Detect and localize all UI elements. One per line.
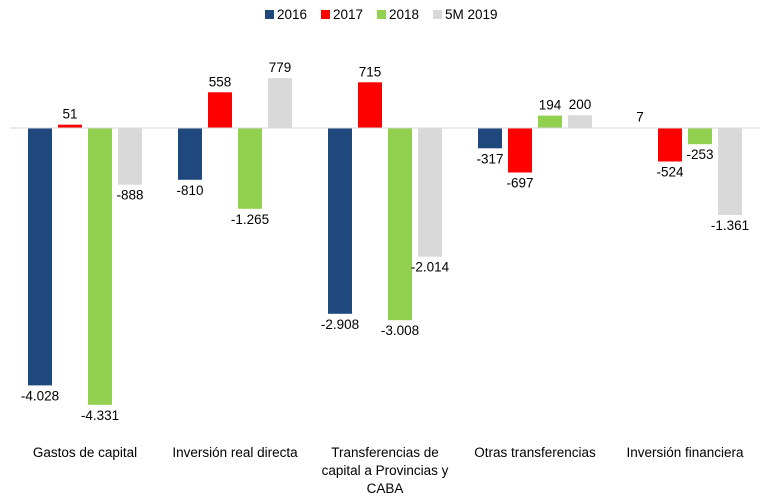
bar-2018-4 (688, 128, 712, 145)
data-label-5m-2019-0: -888 (116, 188, 143, 203)
legend-swatch-2017 (321, 10, 330, 19)
bar-2018-2 (388, 128, 412, 321)
bar-2017-0 (58, 124, 82, 128)
legend-label-5m-2019: 5M 2019 (445, 7, 498, 22)
category-label-0: Gastos de capital (33, 445, 137, 460)
bars (28, 78, 742, 405)
category-labels: Gastos de capital Inversión real directa T… (33, 445, 744, 496)
legend-swatch-2016 (265, 10, 274, 19)
bar-2016-2 (328, 128, 352, 314)
bar-5m-2019-2 (418, 128, 442, 257)
data-label-2018-4: -253 (686, 147, 713, 162)
bar-2017-3 (508, 128, 532, 173)
category-label-1: Inversión real directa (172, 445, 298, 460)
bar-2017-4 (658, 128, 682, 162)
bar-2017-2 (358, 82, 382, 128)
legend: 2016 2017 2018 5M 2019 (265, 7, 498, 22)
bar-2017-1 (208, 92, 232, 128)
bar-2016-0 (28, 128, 52, 386)
legend-label-2017: 2017 (333, 7, 363, 22)
bar-5m-2019-0 (118, 128, 142, 185)
bar-2018-1 (238, 128, 262, 209)
data-label-2018-3: 194 (539, 98, 562, 113)
data-label-2018-0: -4.331 (81, 408, 119, 423)
data-label-2016-1: -810 (176, 183, 203, 198)
bar-2016-3 (478, 128, 502, 149)
data-label-2018-1: -1.265 (231, 212, 269, 227)
data-label-2017-1: 558 (209, 74, 232, 89)
bar-2018-3 (538, 115, 562, 128)
legend-label-2018: 2018 (389, 7, 419, 22)
bar-2018-0 (88, 128, 112, 405)
bar-2016-1 (178, 128, 202, 180)
bar-5m-2019-3 (568, 115, 592, 128)
value-labels: -4.028 -810 -2.908 -317 7 51 558 715 -697 -524 -4.… (21, 60, 749, 423)
bar-5m-2019-1 (268, 78, 292, 128)
category-label-3: Otras transferencias (474, 445, 596, 460)
data-label-2016-2: -2.908 (321, 317, 359, 332)
legend-swatch-5m-2019 (433, 10, 442, 19)
bar-5m-2019-4 (718, 128, 742, 215)
legend-swatch-2018 (377, 10, 386, 19)
data-label-2017-2: 715 (359, 64, 382, 79)
data-label-5m-2019-1: 779 (269, 60, 292, 75)
data-label-2018-2: -3.008 (381, 323, 419, 338)
category-label-4: Inversión financiera (626, 445, 744, 460)
data-label-2016-0: -4.028 (21, 388, 59, 403)
data-label-5m-2019-4: -1.361 (711, 218, 749, 233)
data-label-2017-4: -524 (656, 165, 684, 180)
data-label-5m-2019-2: -2.014 (411, 260, 450, 275)
data-label-5m-2019-3: 200 (569, 97, 592, 112)
data-label-2017-3: -697 (506, 176, 533, 191)
legend-label-2016: 2016 (277, 7, 307, 22)
data-label-2016-3: -317 (476, 151, 503, 166)
data-label-2016-4: 7 (636, 110, 644, 125)
data-label-2017-0: 51 (62, 107, 77, 122)
